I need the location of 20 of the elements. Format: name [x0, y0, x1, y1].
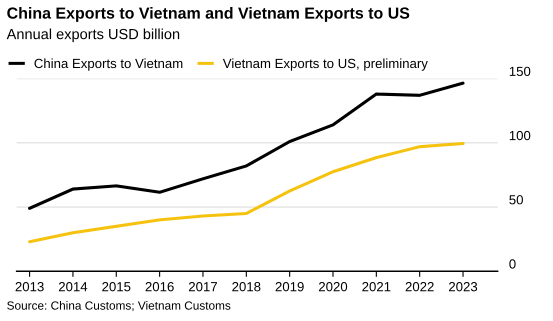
source-note: Source: China Customs; Vietnam Customs — [7, 301, 230, 312]
legend-label: China Exports to Vietnam — [34, 58, 182, 71]
y-tick-label: 100 — [510, 130, 530, 140]
x-tick-label: 2013 — [16, 282, 44, 292]
x-tick-label: 2016 — [146, 282, 174, 292]
chart-subtitle: Annual exports USD billion — [6, 28, 180, 42]
y-tick-label: 0 — [509, 259, 516, 269]
x-tick-label: 2015 — [102, 282, 130, 292]
y-tick-label: 50 — [509, 195, 523, 204]
chart-title: China Exports to Vietnam and Vietnam Exports to US — [7, 7, 410, 22]
x-tick-label: 2020 — [318, 282, 348, 292]
x-tick-label: 2014 — [58, 282, 88, 292]
x-tick-label: 2018 — [232, 282, 260, 292]
x-tick-label: 2021 — [362, 282, 390, 292]
x-tick-label: 2022 — [406, 282, 434, 292]
y-tick-label: 150 — [510, 66, 530, 76]
x-tick-label: 2017 — [188, 282, 217, 292]
x-tick-label: 2023 — [449, 282, 478, 292]
x-tick-label: 2019 — [276, 282, 304, 292]
legend-label: Vietnam Exports to US, preliminary — [222, 58, 428, 71]
